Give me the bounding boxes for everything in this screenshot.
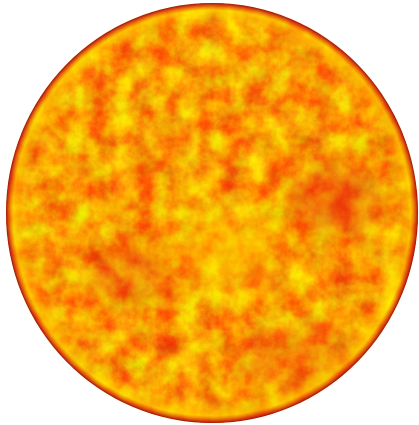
disc-rim — [6, 3, 418, 423]
